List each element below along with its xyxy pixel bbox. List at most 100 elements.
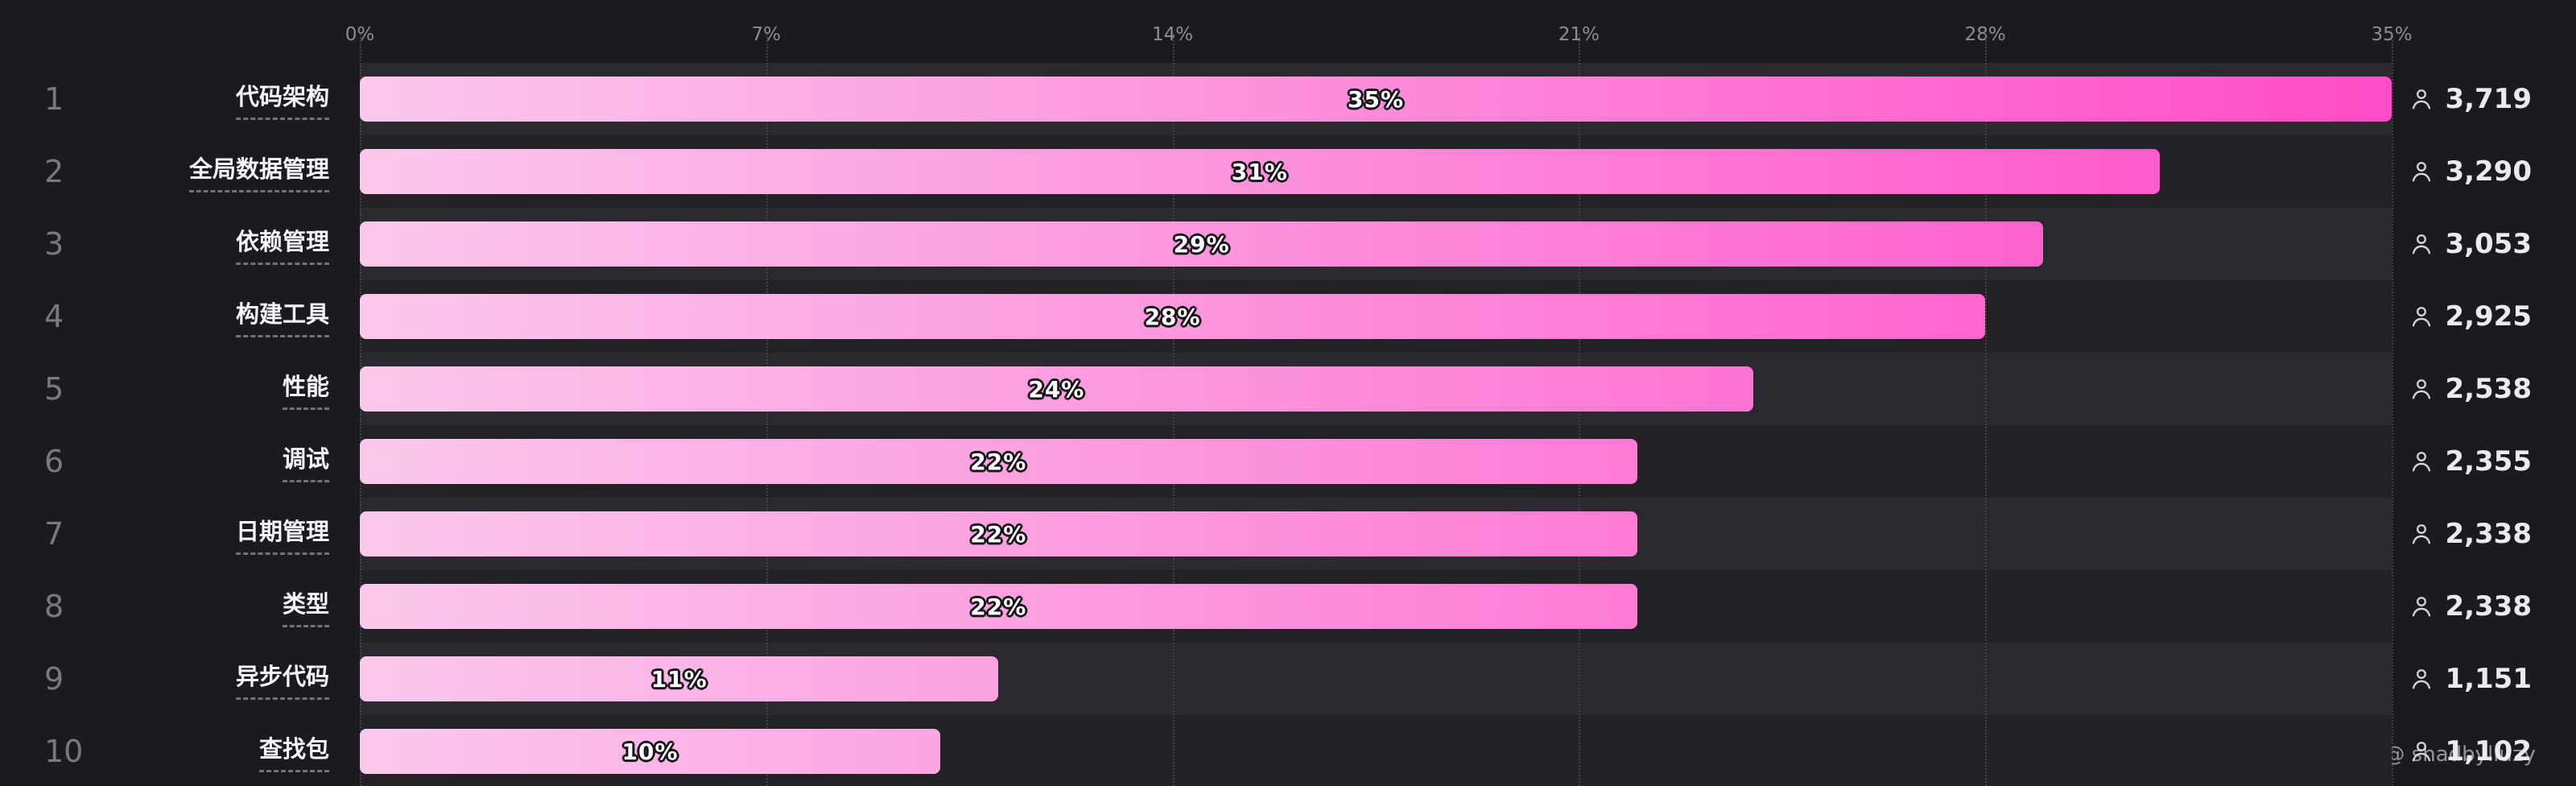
table-row: 1 代码架构 35% 3,719 (0, 63, 2576, 135)
axis-tick-label: 21% (1558, 24, 1600, 45)
bar-percentage-label: 22% (970, 520, 1027, 548)
axis-tick-label: 0% (345, 24, 375, 45)
row-left: 1 代码架构 (0, 63, 360, 135)
rank-number: 2 (44, 154, 64, 189)
count-value: 1,102 (2445, 735, 2532, 767)
rank-number: 6 (44, 444, 64, 479)
axis-tick-label: 28% (1964, 24, 2006, 45)
bar-track: 29% (360, 208, 2392, 280)
category-cell: 构建工具 (0, 296, 329, 337)
category-label[interactable]: 构建工具 (235, 296, 329, 337)
bar[interactable]: 29% (360, 221, 2044, 267)
bar[interactable]: 22% (360, 584, 1637, 629)
table-row: 2 全局数据管理 31% 3,290 (0, 135, 2576, 208)
bar-track: 22% (360, 570, 2392, 643)
category-label[interactable]: 性能 (282, 368, 329, 410)
respondent-count: 1,102 (2409, 735, 2532, 767)
respondent-count: 3,719 (2409, 83, 2532, 115)
person-icon (2413, 234, 2431, 254)
rank-number: 9 (44, 661, 64, 697)
category-cell: 全局数据管理 (0, 151, 329, 192)
count-value: 3,290 (2445, 155, 2532, 188)
bar-percentage-label: 22% (970, 448, 1027, 475)
bar-percentage-label: 35% (1347, 85, 1405, 113)
respondent-count: 2,338 (2409, 518, 2532, 550)
category-cell: 性能 (0, 368, 329, 410)
bar[interactable]: 11% (360, 656, 999, 701)
person-icon (2413, 162, 2431, 182)
table-row: 8 类型 22% 2,338 (0, 570, 2576, 643)
category-label[interactable]: 代码架构 (235, 78, 329, 120)
person-icon (2413, 307, 2431, 327)
table-row: 9 异步代码 11% 1,151 (0, 643, 2576, 715)
category-cell: 代码架构 (0, 78, 329, 120)
rank-number: 1 (44, 81, 64, 117)
row-left: 7 日期管理 (0, 498, 360, 570)
bar[interactable]: 35% (360, 77, 2392, 122)
bar-track: 11% (360, 643, 2392, 715)
person-icon (2413, 452, 2431, 472)
category-label[interactable]: 日期管理 (235, 513, 329, 555)
person-icon (2413, 597, 2431, 617)
category-label[interactable]: 全局数据管理 (188, 151, 329, 192)
person-icon (2413, 379, 2431, 399)
bar-percentage-label: 31% (1231, 158, 1288, 185)
bar-percentage-label: 10% (621, 738, 679, 765)
count-value: 2,355 (2445, 445, 2532, 478)
bar[interactable]: 31% (360, 149, 2160, 194)
category-label[interactable]: 依赖管理 (235, 223, 329, 265)
row-left: 8 类型 (0, 570, 360, 643)
rank-number: 8 (44, 589, 64, 624)
category-label[interactable]: 类型 (282, 585, 329, 627)
respondent-count: 2,538 (2409, 373, 2532, 405)
count-value: 2,538 (2445, 373, 2532, 405)
rank-number: 10 (44, 734, 84, 769)
axis-tick-label: 35% (2371, 24, 2413, 45)
bar-percentage-label: 29% (1173, 230, 1230, 258)
bar-track: 31% (360, 135, 2392, 208)
table-row: 7 日期管理 22% 2,338 (0, 498, 2576, 570)
bar-track: 24% (360, 353, 2392, 425)
row-left: 3 依赖管理 (0, 208, 360, 280)
bar-track: 35% (360, 63, 2392, 135)
respondent-count: 3,053 (2409, 228, 2532, 260)
table-row: 5 性能 24% 2,538 (0, 353, 2576, 425)
bar[interactable]: 10% (360, 729, 941, 774)
bar[interactable]: 28% (360, 294, 1986, 339)
respondent-count: 2,355 (2409, 445, 2532, 478)
respondent-count: 1,151 (2409, 663, 2532, 695)
bar-percentage-label: 11% (650, 665, 708, 693)
rows: 1 代码架构 35% 3,719 2 全局数据管理 3 1 (0, 63, 2576, 786)
bar[interactable]: 24% (360, 366, 1753, 412)
person-icon (2413, 524, 2431, 544)
bar[interactable]: 22% (360, 439, 1637, 484)
axis-tick-label: 14% (1152, 24, 1194, 45)
row-left: 5 性能 (0, 353, 360, 425)
table-row: 3 依赖管理 29% 3,053 (0, 208, 2576, 280)
bar-percentage-label: 28% (1144, 303, 1201, 330)
category-cell: 类型 (0, 585, 329, 627)
bar-percentage-label: 22% (970, 593, 1027, 620)
bar-track: 10% (360, 715, 2392, 786)
row-left: 10 查找包 (0, 715, 360, 786)
row-left: 2 全局数据管理 (0, 135, 360, 208)
category-label[interactable]: 异步代码 (235, 658, 329, 700)
table-row: 4 构建工具 28% 2,925 (0, 280, 2576, 353)
count-value: 3,719 (2445, 83, 2532, 115)
count-value: 3,053 (2445, 228, 2532, 260)
count-value: 2,338 (2445, 518, 2532, 550)
axis-tick-label: 7% (751, 24, 782, 45)
count-value: 1,151 (2445, 663, 2532, 695)
axis-labels: 0% 7% 14% 21% 28% 35% (0, 24, 2576, 56)
category-cell: 日期管理 (0, 513, 329, 555)
category-cell: 异步代码 (0, 658, 329, 700)
count-value: 2,338 (2445, 590, 2532, 623)
category-label[interactable]: 调试 (282, 441, 329, 482)
category-label[interactable]: 查找包 (258, 730, 329, 772)
person-icon (2413, 742, 2431, 762)
table-row: 6 调试 22% 2,355 (0, 425, 2576, 498)
bar[interactable]: 22% (360, 511, 1637, 556)
respondent-count: 3,290 (2409, 155, 2532, 188)
row-left: 6 调试 (0, 425, 360, 498)
